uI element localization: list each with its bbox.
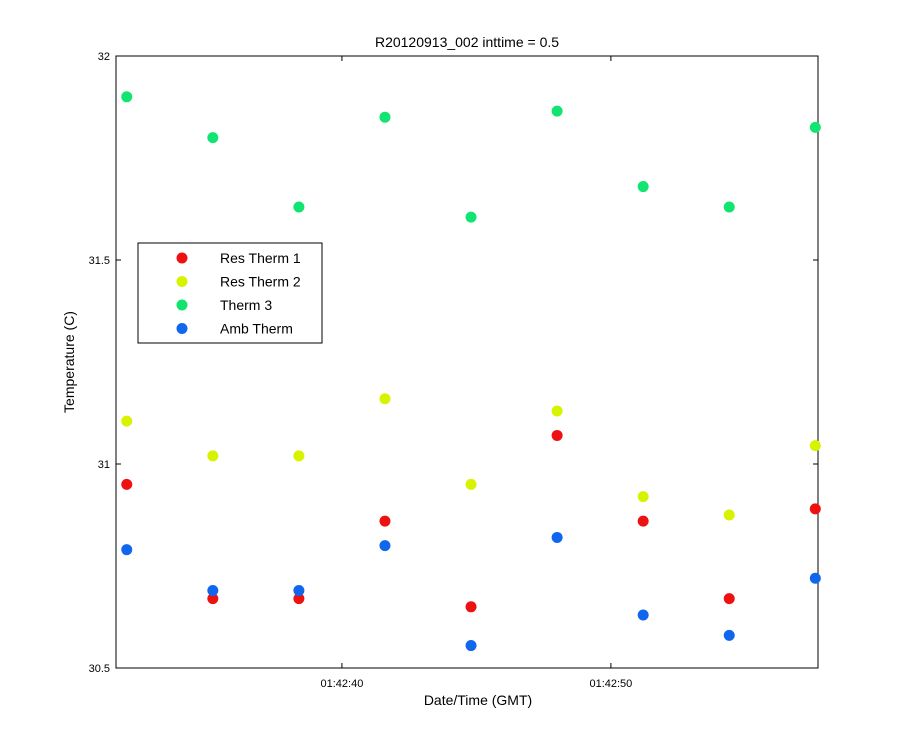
chart-title: R20120913_002 inttime = 0.5 (375, 34, 559, 50)
legend-marker-amb-therm (176, 323, 188, 334)
point-therm-3 (207, 132, 219, 144)
legend-label-amb-therm: Amb Therm (220, 321, 293, 337)
point-amb-therm (121, 544, 133, 556)
y-tick-label: 31.5 (89, 255, 110, 267)
point-res-therm-1 (207, 593, 219, 605)
point-amb-therm (637, 609, 649, 621)
point-amb-therm (207, 584, 219, 596)
axis-ticks: 30.5 31 31.5 32 01:42:40 01:42:50 (89, 51, 818, 690)
point-therm-3 (809, 121, 821, 133)
point-res-therm-1 (293, 593, 305, 605)
y-tick-label: 32 (98, 51, 110, 63)
legend: Res Therm 1 Res Therm 2 Therm 3 Amb Therm (137, 242, 323, 344)
point-res-therm-1 (723, 593, 735, 605)
point-res-therm-1 (121, 478, 133, 490)
point-res-therm-2 (121, 415, 133, 427)
legend-marker-res-therm-2 (176, 276, 188, 287)
point-therm-3 (551, 105, 563, 117)
point-res-therm-1 (809, 503, 821, 515)
legend-label-res-therm-1: Res Therm 1 (220, 250, 301, 266)
point-res-therm-2 (207, 450, 219, 462)
point-res-therm-2 (379, 393, 391, 405)
point-res-therm-2 (293, 450, 305, 462)
point-amb-therm (809, 572, 821, 584)
y-tick-label: 30.5 (89, 663, 110, 675)
legend-marker-res-therm-1 (176, 252, 188, 264)
point-res-therm-2 (809, 440, 821, 452)
point-therm-3 (637, 181, 649, 193)
legend-marker-therm-3 (176, 299, 188, 311)
point-amb-therm (293, 584, 305, 596)
point-therm-3 (723, 201, 735, 213)
point-res-therm-2 (551, 405, 563, 417)
x-tick-label: 01:42:50 (589, 678, 632, 690)
point-res-therm-2 (723, 509, 735, 521)
point-therm-3 (379, 111, 391, 123)
point-therm-3 (293, 201, 305, 213)
point-res-therm-2 (465, 478, 477, 490)
point-res-therm-1 (637, 515, 649, 527)
legend-label-therm-3: Therm 3 (220, 297, 272, 313)
plot-area (115, 55, 819, 669)
point-amb-therm (723, 629, 735, 641)
legend-label-res-therm-2: Res Therm 2 (220, 274, 301, 290)
y-axis-title: Temperature (C) (61, 311, 77, 413)
point-res-therm-1 (551, 429, 563, 441)
point-res-therm-1 (465, 601, 477, 613)
point-therm-3 (465, 211, 477, 223)
y-tick-label: 31 (98, 459, 110, 471)
point-amb-therm (465, 640, 477, 652)
point-res-therm-2 (637, 491, 649, 503)
point-therm-3 (121, 91, 133, 103)
x-tick-label: 01:42:40 (321, 678, 364, 690)
point-amb-therm (551, 531, 563, 543)
point-res-therm-1 (379, 515, 391, 527)
point-amb-therm (379, 540, 391, 552)
data-points (121, 91, 821, 652)
x-axis-title: Date/Time (GMT) (424, 692, 532, 708)
legend-box (137, 242, 323, 344)
